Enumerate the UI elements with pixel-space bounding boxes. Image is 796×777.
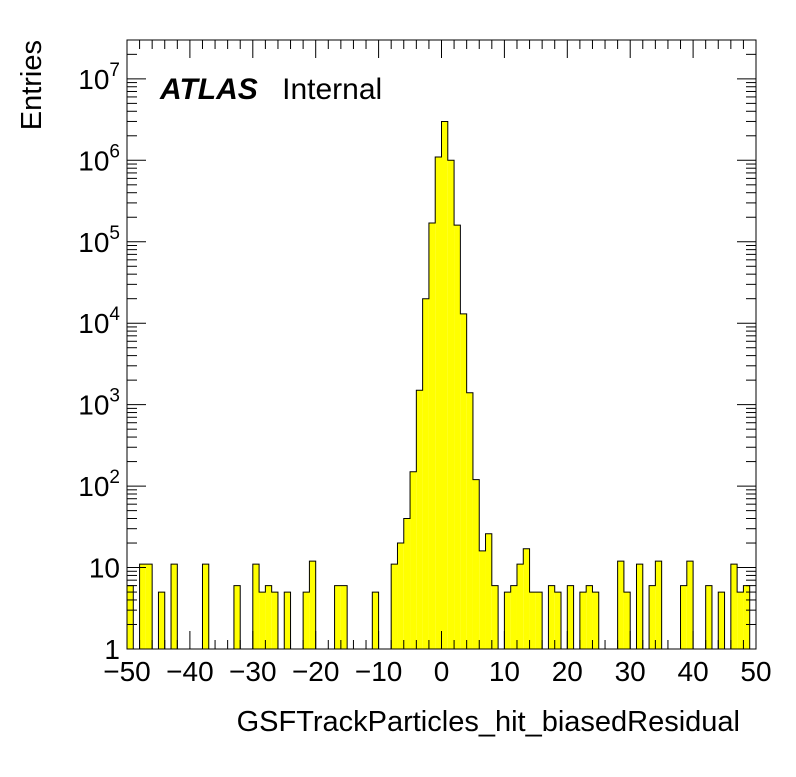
histogram-bar (233, 585, 241, 649)
histogram-bar (139, 564, 146, 649)
histogram-bar (680, 585, 687, 649)
y-axis-label: Entries (16, 40, 48, 130)
histogram-bar (391, 564, 398, 649)
histogram-bar (460, 313, 467, 649)
histogram-bar (491, 585, 499, 649)
histogram-bar (579, 592, 587, 649)
histogram-bar (410, 471, 417, 649)
histogram-bar (504, 592, 511, 649)
histogram-bar (309, 561, 316, 649)
y-tick-label: 102 (78, 467, 120, 502)
y-tick-label: 1 (104, 634, 120, 665)
histogram-bar (548, 585, 555, 649)
histogram-bar (523, 548, 530, 649)
histogram-bar (441, 121, 448, 649)
histogram-bar (649, 585, 656, 649)
histogram-bar (334, 585, 341, 649)
histogram-bar (372, 592, 379, 649)
histogram-bar (737, 592, 744, 649)
histogram-bar (466, 392, 473, 649)
histogram-bar (403, 518, 411, 649)
histogram-bar (447, 160, 455, 649)
histogram-bar (271, 592, 278, 649)
x-tick-label: −50 (103, 656, 151, 687)
histogram-bar (516, 564, 524, 649)
histogram-bars (127, 121, 750, 650)
histogram-bar (655, 561, 662, 649)
histogram-bar (397, 543, 404, 649)
histogram-bar (435, 156, 442, 650)
histogram-bar (623, 592, 631, 649)
histogram-bar (718, 592, 725, 649)
histogram-bar (730, 564, 738, 649)
histogram-bar (535, 592, 543, 649)
histogram-bar (510, 585, 517, 649)
histogram-bar (303, 592, 310, 649)
y-tick-label: 107 (78, 60, 120, 95)
histogram-bar (686, 561, 694, 649)
histogram-bar (592, 592, 599, 649)
histogram-bar (479, 550, 486, 649)
y-tick-labels: 1 10 102 103 104 105 106 107 (78, 60, 120, 665)
axis-ticks (126, 39, 757, 650)
atlas-internal-text: Internal (282, 73, 382, 106)
x-tick-label: 40 (678, 656, 709, 687)
histogram-bar (265, 585, 272, 649)
x-tick-label: −10 (355, 656, 403, 687)
histogram-bar (617, 561, 624, 649)
histogram-bar (340, 585, 348, 649)
atlas-label: ATLAS Internal (159, 73, 382, 106)
histogram-bar (171, 564, 178, 649)
histogram-bar (529, 592, 536, 649)
histogram-bar (252, 564, 260, 649)
y-tick-label: 10 (89, 553, 120, 584)
y-tick-label: 106 (78, 141, 120, 176)
x-tick-label: 0 (434, 656, 450, 687)
histogram-bar (454, 225, 461, 649)
histogram-bar (743, 585, 750, 649)
histogram-bar (554, 592, 562, 649)
histogram-bar (422, 298, 429, 649)
x-tick-label: −40 (166, 656, 214, 687)
histogram-bar (636, 564, 643, 649)
histogram-bar (428, 222, 436, 650)
histogram-bar (158, 592, 165, 649)
histogram-bar (567, 585, 574, 649)
x-tick-label: −30 (229, 656, 277, 687)
histogram-bar (485, 533, 492, 649)
histogram-bar (472, 479, 480, 649)
x-tick-label: 10 (489, 656, 520, 687)
x-tick-label: 50 (740, 656, 771, 687)
histogram-bar (259, 592, 266, 649)
histogram-bar (202, 564, 209, 649)
x-tick-label: 20 (552, 656, 583, 687)
x-axis-label: GSFTrackParticles_hit_biasedResidual (237, 706, 740, 738)
atlas-bold-text: ATLAS (159, 73, 258, 106)
histogram-bar (127, 585, 134, 649)
x-tick-label: −20 (292, 656, 340, 687)
histogram-bar (586, 585, 593, 649)
x-tick-label: 30 (615, 656, 646, 687)
y-tick-label: 103 (78, 386, 120, 421)
y-tick-label: 104 (78, 304, 120, 339)
histogram-bar (145, 564, 153, 649)
histogram-bar (284, 592, 291, 649)
y-tick-label: 105 (78, 223, 120, 258)
histogram-bar (705, 585, 712, 649)
histogram-bar (416, 390, 423, 649)
x-tick-labels: −50 −40 −30 −20 −10 0 10 20 30 40 50 (103, 656, 771, 687)
